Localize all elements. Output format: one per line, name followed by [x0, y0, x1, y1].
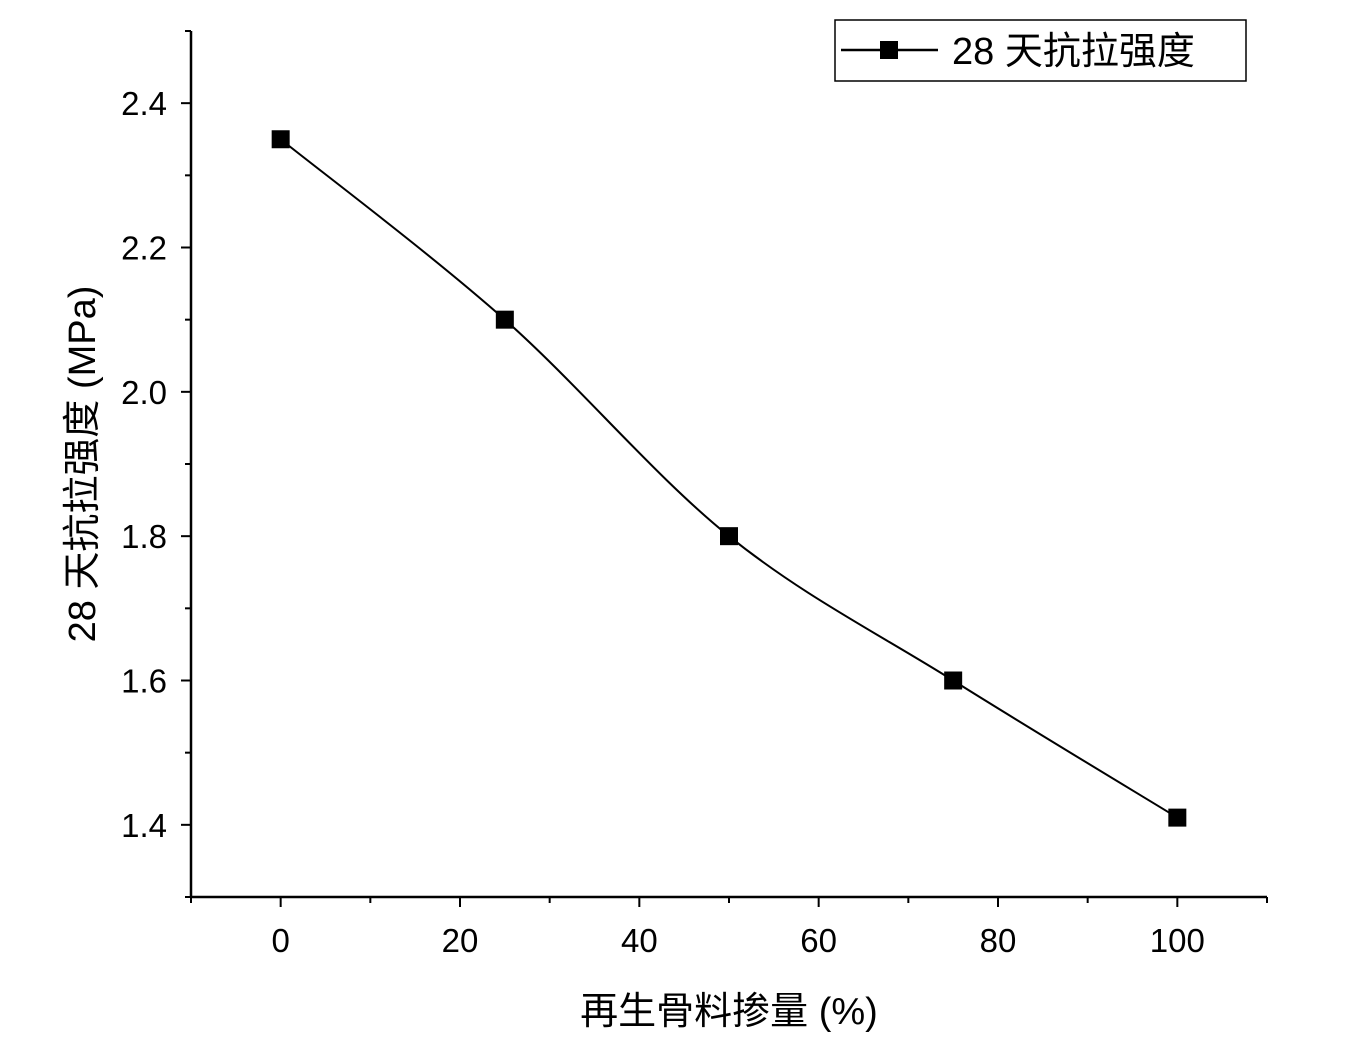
data-point-marker — [944, 671, 963, 690]
y-axis-title: 28 天抗拉强度 (MPa) — [62, 286, 104, 643]
series-layer — [271, 130, 1187, 827]
y-tick-label: 1.4 — [121, 807, 167, 844]
legend: 28 天抗拉强度 — [834, 19, 1247, 82]
y-tick-label: 2.4 — [121, 85, 167, 122]
series-line — [280, 138, 1178, 819]
data-point-marker — [1168, 808, 1187, 827]
x-tick-label: 40 — [621, 922, 658, 959]
data-point-marker — [271, 130, 290, 149]
x-tick-label: 20 — [442, 922, 479, 959]
data-point-marker — [720, 527, 738, 546]
y-tick-label: 1.6 — [121, 663, 167, 700]
data-point-marker — [495, 310, 514, 329]
axes: 0 20 40 60 80 100 1.4 1.6 1.8 2.0 2.2 2.4 — [121, 30, 1268, 959]
legend-marker-swatch — [880, 41, 898, 59]
x-tick-label: 0 — [271, 922, 289, 959]
legend-label: 28 天抗拉强度 — [952, 31, 1195, 73]
x-tick-label: 80 — [980, 922, 1017, 959]
x-axis-title: 再生骨料掺量 (%) — [580, 991, 878, 1033]
y-tick-label: 2.2 — [121, 230, 167, 267]
x-tick-label: 60 — [800, 922, 837, 959]
y-tick-label: 2.0 — [121, 374, 167, 411]
y-tick-label: 1.8 — [121, 518, 167, 555]
x-tick-label: 100 — [1150, 922, 1205, 959]
